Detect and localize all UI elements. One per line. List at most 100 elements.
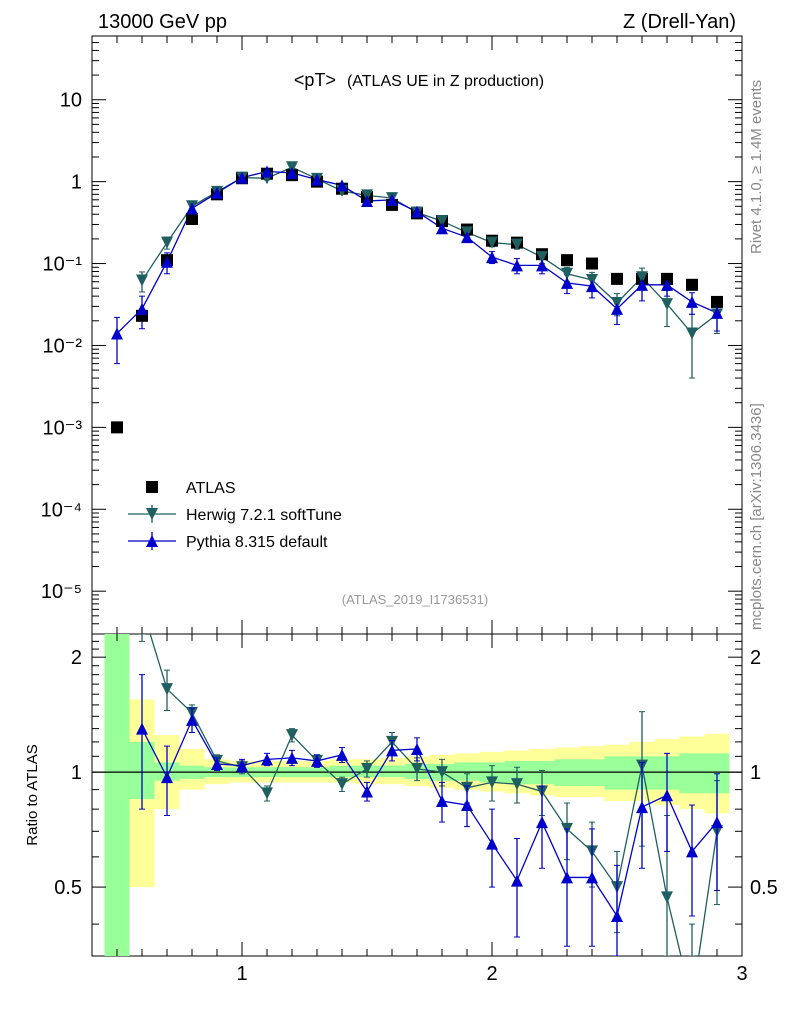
ratio-point <box>386 744 398 757</box>
ratio-point <box>636 801 648 814</box>
ratio-axes: 1 2 3 2 2 1 1 0.5 0.5 <box>54 633 778 985</box>
data-point <box>186 202 198 215</box>
data-point <box>511 238 523 251</box>
ratio-point <box>186 713 198 726</box>
ratio-point <box>261 753 273 766</box>
x-tick-label: 2 <box>486 963 497 985</box>
ratio-point <box>711 816 723 829</box>
band-inner <box>604 756 630 790</box>
ratio-point <box>511 874 523 887</box>
ratio-point <box>286 751 298 764</box>
data-point <box>161 236 173 249</box>
data-point <box>111 327 123 340</box>
ratio-point <box>611 910 623 923</box>
ratio-series-group <box>139 634 723 956</box>
y-tick-label-ratio-right: 1 <box>750 762 761 784</box>
ratio-point <box>136 722 148 735</box>
data-point <box>586 273 598 286</box>
data-point <box>311 173 323 186</box>
data-point <box>436 215 448 228</box>
data-point <box>536 251 548 264</box>
ratio-point <box>411 762 423 775</box>
data-point <box>511 259 523 272</box>
ratio-point <box>561 871 573 884</box>
ratio-point <box>436 795 448 808</box>
band-inner <box>379 765 405 778</box>
band-inner <box>679 753 705 794</box>
ratio-point <box>411 742 423 755</box>
legend: ATLAS Herwig 7.2.1 softTune Pythia 8.315 d… <box>128 480 342 551</box>
series-line <box>141 166 718 335</box>
series-line <box>116 170 718 334</box>
plot-title-main: <pT> <box>294 70 336 90</box>
data-point <box>236 171 248 184</box>
y-tick-label-ratio-right: 0.5 <box>750 877 778 899</box>
y-tick-label-ratio: 1 <box>71 762 82 784</box>
data-point <box>636 278 648 291</box>
plot-title: <pT> (ATLAS UE in Z production) <box>294 70 544 90</box>
ratio-point <box>511 778 523 791</box>
ratio-uncertainty-bands <box>92 634 742 956</box>
ratio-point <box>486 837 498 850</box>
data-point <box>186 212 198 225</box>
legend-label: Herwig 7.2.1 softTune <box>186 507 342 524</box>
ratio-point <box>586 871 598 884</box>
ratio-series-group <box>136 674 723 956</box>
legend-label: ATLAS <box>186 480 236 497</box>
ratio-point <box>536 816 548 829</box>
legend-marker <box>146 481 158 493</box>
data-point <box>636 271 648 284</box>
data-point <box>586 280 598 293</box>
side-label-top: Rivet 4.1.0, ≥ 1.4M events <box>748 80 765 254</box>
ratio-point <box>236 759 248 772</box>
ratio-point <box>661 789 673 802</box>
ratio-line <box>149 634 718 956</box>
data-point <box>686 295 698 308</box>
data-point <box>561 267 573 280</box>
data-point <box>661 298 673 311</box>
data-point <box>361 195 373 208</box>
main-series <box>111 161 723 434</box>
analysis-id: (ATLAS_2019_I1736531) <box>342 592 488 607</box>
ratio-point <box>686 845 698 858</box>
side-label-bottom: mcplots.cern.ch [arXiv:1306.3436] <box>748 403 765 630</box>
ratio-line <box>141 718 718 918</box>
header-right: Z (Drell-Yan) <box>623 11 736 33</box>
ratio-point <box>161 771 173 784</box>
legend-marker <box>146 535 158 547</box>
data-point <box>286 166 298 179</box>
ratio-point <box>361 762 373 775</box>
y-tick-label-main: 10 <box>60 90 82 112</box>
data-point <box>336 179 348 192</box>
data-point <box>136 302 148 315</box>
data-point <box>711 306 723 319</box>
ratio-point <box>286 729 298 742</box>
data-point <box>486 251 498 264</box>
ratio-point <box>211 758 223 771</box>
y-tick-label-ratio-right: 2 <box>750 647 761 669</box>
data-point <box>686 327 698 340</box>
data-point <box>611 272 623 285</box>
ratio-point <box>461 799 473 812</box>
data-point <box>211 186 223 199</box>
x-tick-label: 3 <box>736 963 747 985</box>
data-point <box>136 274 148 287</box>
ratio-point <box>436 766 448 779</box>
data-point <box>561 254 573 267</box>
ratio-point <box>486 776 498 789</box>
data-point <box>411 205 423 218</box>
data-point <box>486 236 498 249</box>
y-tick-label-main: 10⁻⁵ <box>41 581 82 603</box>
y-tick-label-main: 10⁻² <box>43 335 83 357</box>
data-point <box>711 295 723 308</box>
y-tick-label-main: 1 <box>71 172 82 194</box>
y-tick-label-ratio: 0.5 <box>54 877 82 899</box>
data-point <box>686 278 698 291</box>
data-point <box>461 231 473 244</box>
main-axes: 10 1 10⁻¹ 10⁻² 10⁻³ 10⁻⁴ 10⁻⁵ <box>41 35 743 635</box>
legend-marker <box>146 508 158 520</box>
legend-label: Pythia 8.315 default <box>186 534 328 551</box>
header-left: 13000 GeV pp <box>98 11 227 33</box>
data-point <box>561 276 573 289</box>
